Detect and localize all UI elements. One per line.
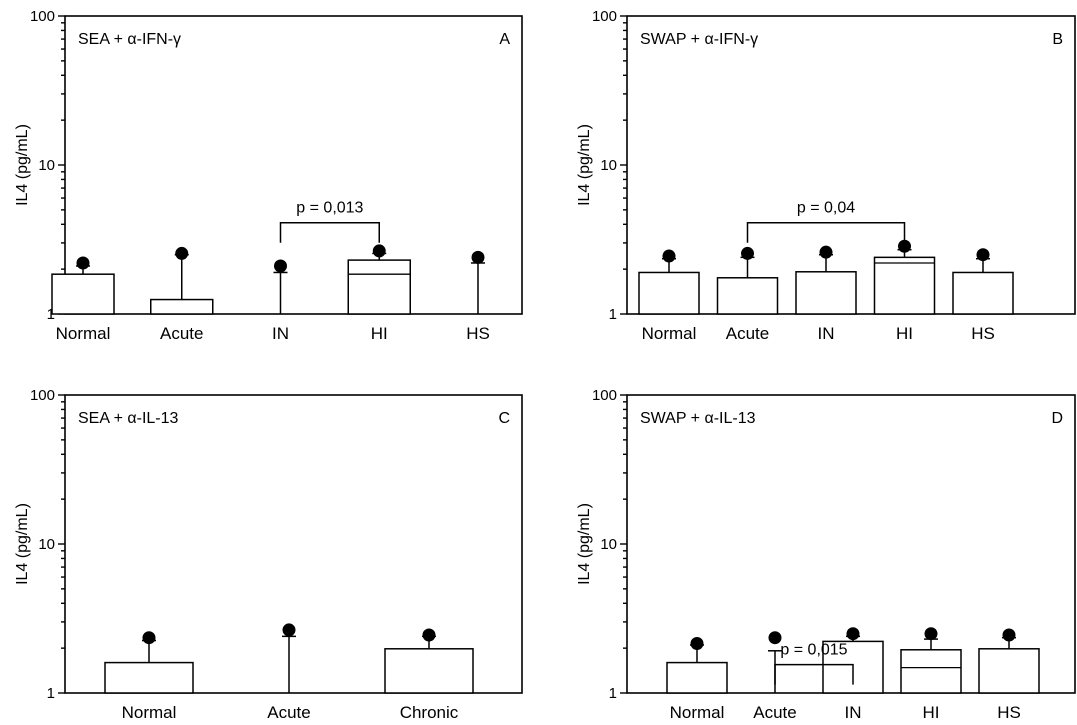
data-point: [662, 249, 676, 263]
category-label: IN: [272, 324, 289, 343]
y-tick-label: 100: [592, 387, 617, 404]
data-point: [768, 631, 782, 645]
bar-hi: [873, 256, 936, 315]
panel-letter: C: [498, 410, 510, 427]
category-label: Normal: [670, 703, 725, 722]
panel-title: SEA + α-IFN-γ: [78, 31, 181, 48]
category-label: HI: [896, 324, 913, 343]
y-axis-label: IL4 (pg/mL): [576, 503, 593, 585]
bar-in: [795, 271, 857, 315]
category-label: HI: [371, 324, 388, 343]
data-point: [282, 623, 296, 637]
bar-normal: [638, 271, 700, 315]
data-point: [372, 244, 386, 258]
panel-title: SEA + α-IL-13: [78, 410, 179, 427]
y-axis-label: IL4 (pg/mL): [576, 124, 593, 206]
data-point: [471, 250, 485, 264]
y-tick-label: 1: [609, 306, 617, 323]
category-label: Chronic: [400, 703, 459, 722]
y-tick-label: 10: [38, 157, 55, 174]
y-tick-label: 10: [600, 157, 617, 174]
y-tick-label: 100: [30, 8, 55, 25]
panel-d: 1 10 100 IL4 (pg/mL) SWAP + α-IL-13 D Normal Ac…: [576, 387, 1076, 722]
panel-letter: D: [1051, 410, 1063, 427]
plot-frame: [626, 15, 1076, 315]
p-value-label: p = 0,015: [780, 642, 847, 659]
bar-hs: [978, 648, 1040, 694]
p-value-label: p = 0,013: [296, 200, 363, 217]
category-label: HS: [997, 703, 1021, 722]
bar-hs: [952, 271, 1014, 315]
category-label: Acute: [753, 703, 796, 722]
bar-normal: [104, 661, 194, 694]
data-point: [175, 246, 189, 260]
panel-b: 1 10 100 IL4 (pg/mL) SWAP + α-IFN-γ B Normal Ac…: [576, 8, 1076, 343]
category-label: Normal: [122, 703, 177, 722]
p-value-label: p = 0,04: [797, 200, 855, 217]
category-label: Normal: [56, 324, 111, 343]
y-tick-label: 100: [592, 8, 617, 25]
data-point: [846, 627, 860, 641]
significance-bracket: [279, 221, 380, 243]
data-point: [422, 628, 436, 642]
significance-bracket: [746, 221, 906, 243]
data-point: [690, 636, 704, 650]
y-tick-label: 1: [47, 306, 55, 323]
data-point: [741, 246, 754, 260]
y-tick-label: 1: [47, 685, 55, 702]
bar-acute: [150, 298, 214, 315]
bar-hi: [900, 649, 962, 694]
category-label: Acute: [267, 703, 310, 722]
y-tick-label: 1: [609, 685, 617, 702]
significance-bracket: [774, 663, 854, 685]
bar-normal: [51, 273, 115, 315]
bar-acute: [716, 277, 779, 315]
plot-frame: [64, 15, 523, 315]
category-label: IN: [845, 703, 862, 722]
data-point: [898, 239, 911, 253]
category-label: Normal: [642, 324, 697, 343]
y-tick-label: 10: [600, 536, 617, 553]
data-point: [76, 256, 90, 270]
bar-chronic: [384, 648, 474, 694]
panel-a: 1 10 100 IL4 (pg/mL) SEA + α-IFN-γ A Normal Acu…: [14, 8, 523, 343]
bar-normal: [666, 661, 728, 694]
y-tick-label: 10: [38, 536, 55, 553]
category-label: Acute: [160, 324, 203, 343]
data-point: [819, 245, 833, 259]
panel-title: SWAP + α-IFN-γ: [640, 31, 758, 48]
data-point: [976, 248, 990, 262]
category-label: IN: [818, 324, 835, 343]
y-axis-label: IL4 (pg/mL): [14, 124, 31, 206]
panel-letter: A: [499, 31, 510, 48]
category-label: HI: [923, 703, 940, 722]
panel-c: 1 10 100 IL4 (pg/mL) SEA + α-IL-13 C Normal Acu…: [14, 387, 523, 722]
data-point: [924, 627, 938, 641]
data-point: [274, 259, 287, 273]
category-label: HS: [971, 324, 995, 343]
y-axis-label: IL4 (pg/mL): [14, 503, 31, 585]
category-label: HS: [466, 324, 490, 343]
y-tick-label: 100: [30, 387, 55, 404]
data-point: [142, 631, 156, 645]
panel-title: SWAP + α-IL-13: [640, 410, 756, 427]
category-label: Acute: [726, 324, 769, 343]
bar-hi: [347, 259, 411, 315]
data-point: [1002, 628, 1016, 642]
panel-letter: B: [1052, 31, 1063, 48]
